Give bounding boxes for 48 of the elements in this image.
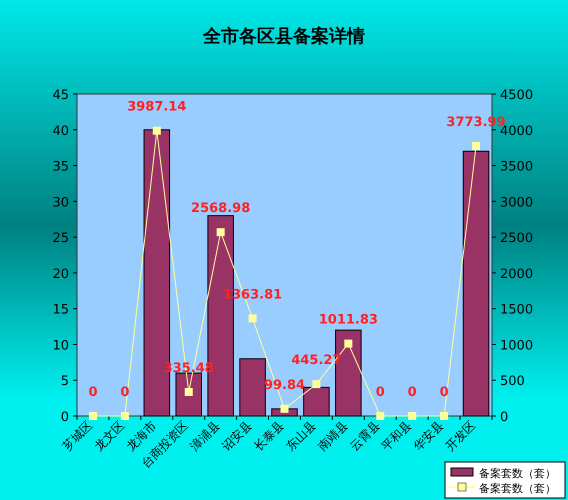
bar (175, 372, 202, 416)
y2-tick-label: 2000 (500, 266, 534, 282)
point (376, 412, 384, 420)
point (152, 126, 161, 135)
y2-tick-label: 4500 (500, 88, 534, 103)
point (472, 142, 480, 150)
y2-tick-label: 2500 (500, 231, 534, 246)
bar (239, 358, 266, 416)
legend-label: 备案套数（套） (479, 482, 556, 495)
y-tick-label: 25 (52, 231, 69, 246)
data-label: 0 (120, 385, 130, 400)
y-tick-label: 35 (52, 160, 69, 175)
y-tick-label: 40 (52, 124, 69, 139)
data-label: 0 (440, 385, 449, 400)
point (88, 412, 97, 420)
point (312, 380, 320, 388)
y-tick-label: 0 (60, 410, 69, 425)
data-label: 0 (376, 385, 385, 400)
bar (303, 386, 330, 416)
x-tick-label: 龙文区 (92, 418, 128, 454)
y-tick-label: 5 (60, 374, 69, 390)
y2-tick-label: 0 (500, 410, 508, 425)
point (216, 228, 225, 236)
bar (462, 150, 490, 416)
point (120, 412, 129, 420)
point (408, 412, 416, 420)
chart-title: 全市各区县备案详情 (202, 26, 365, 47)
y-tick-label: 45 (52, 88, 69, 103)
point (248, 314, 257, 322)
y2-tick-label: 1500 (500, 302, 534, 318)
point (280, 404, 288, 413)
y2-tick-label: 1000 (500, 338, 534, 354)
data-label: 3987.14 (127, 100, 186, 115)
point (344, 340, 352, 348)
y2-tick-label: 3000 (500, 195, 534, 210)
data-label: 0 (88, 385, 98, 400)
y-tick-label: 15 (52, 302, 69, 318)
y2-tick-label: 3500 (500, 160, 534, 175)
y-tick-label: 20 (52, 266, 69, 282)
data-label: 1011.83 (318, 312, 378, 328)
y2-tick-label: 500 (500, 374, 525, 390)
y-tick-label: 10 (52, 338, 69, 354)
legend-label: 备案套数（套） (479, 467, 556, 480)
point (184, 388, 193, 396)
y-tick-label: 30 (52, 195, 69, 210)
data-label: 0 (408, 385, 417, 400)
data-label: 2568.98 (191, 201, 250, 216)
point (440, 412, 448, 420)
